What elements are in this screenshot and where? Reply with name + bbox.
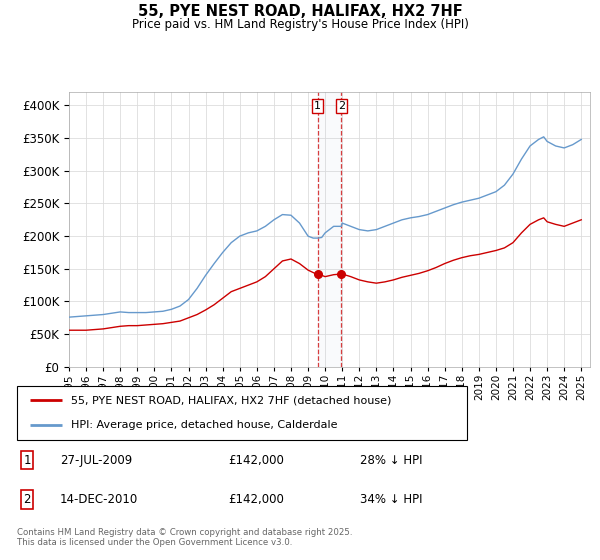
Text: 1: 1 <box>314 101 321 111</box>
Text: HPI: Average price, detached house, Calderdale: HPI: Average price, detached house, Cald… <box>71 420 337 430</box>
Text: 14-DEC-2010: 14-DEC-2010 <box>60 493 138 506</box>
FancyBboxPatch shape <box>17 386 467 440</box>
Bar <box>318 92 341 367</box>
Text: 55, PYE NEST ROAD, HALIFAX, HX2 7HF: 55, PYE NEST ROAD, HALIFAX, HX2 7HF <box>137 4 463 19</box>
Text: 34% ↓ HPI: 34% ↓ HPI <box>360 493 422 506</box>
Text: Contains HM Land Registry data © Crown copyright and database right 2025.
This d: Contains HM Land Registry data © Crown c… <box>17 528 352 547</box>
Text: £142,000: £142,000 <box>228 493 284 506</box>
Text: 2: 2 <box>23 493 31 506</box>
Text: 28% ↓ HPI: 28% ↓ HPI <box>360 454 422 467</box>
Text: Price paid vs. HM Land Registry's House Price Index (HPI): Price paid vs. HM Land Registry's House … <box>131 18 469 31</box>
Text: 55, PYE NEST ROAD, HALIFAX, HX2 7HF (detached house): 55, PYE NEST ROAD, HALIFAX, HX2 7HF (det… <box>71 395 391 405</box>
Text: £142,000: £142,000 <box>228 454 284 467</box>
Text: 1: 1 <box>23 454 31 467</box>
Text: 27-JUL-2009: 27-JUL-2009 <box>60 454 132 467</box>
Text: 2: 2 <box>338 101 345 111</box>
